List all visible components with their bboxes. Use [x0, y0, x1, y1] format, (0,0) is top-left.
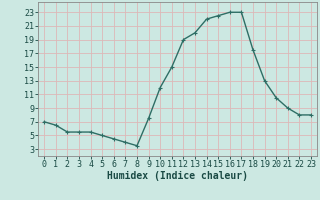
X-axis label: Humidex (Indice chaleur): Humidex (Indice chaleur)	[107, 171, 248, 181]
